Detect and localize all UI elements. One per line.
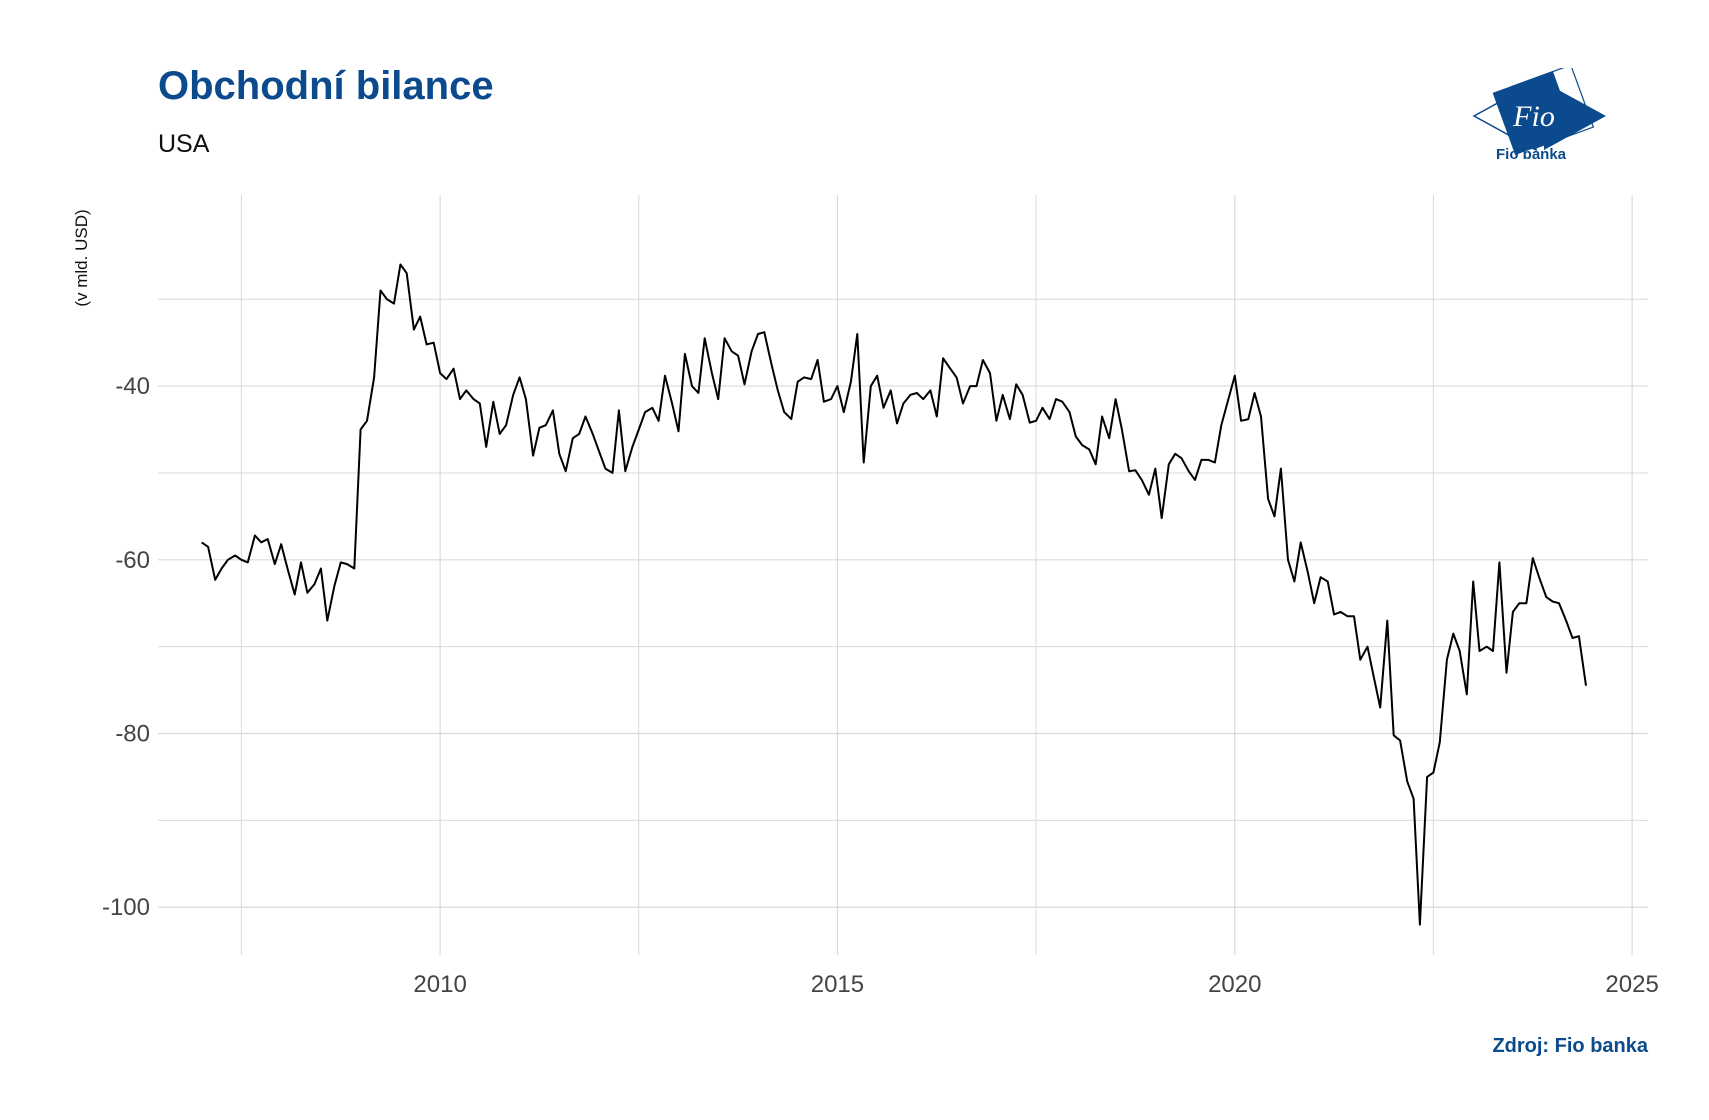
chart-title: Obchodní bilance xyxy=(158,64,494,108)
x-tick-label: 2015 xyxy=(811,971,864,998)
chart-subtitle: USA xyxy=(158,130,210,158)
source-note: Zdroj: Fio banka xyxy=(1492,1035,1648,1057)
y-tick-label: -40 xyxy=(115,373,150,400)
x-tick-label: 2025 xyxy=(1605,971,1658,998)
y-tick-label: -80 xyxy=(115,721,150,748)
x-tick-labels: 2010 2015 2020 2025 xyxy=(413,971,1658,998)
logo-mark-text: Fio xyxy=(1512,100,1555,133)
logo-text: Fio banka xyxy=(1496,146,1567,163)
x-tick-label: 2020 xyxy=(1208,971,1261,998)
grid-lines xyxy=(158,195,1648,955)
x-tick-label: 2010 xyxy=(413,971,466,998)
fio-logo-icon: Fio xyxy=(1472,68,1606,155)
series-line xyxy=(201,263,1587,926)
y-tick-label: -100 xyxy=(102,894,150,921)
y-tick-label: -60 xyxy=(115,547,150,574)
y-tick-labels: -100 -80 -60 -40 xyxy=(102,373,150,921)
